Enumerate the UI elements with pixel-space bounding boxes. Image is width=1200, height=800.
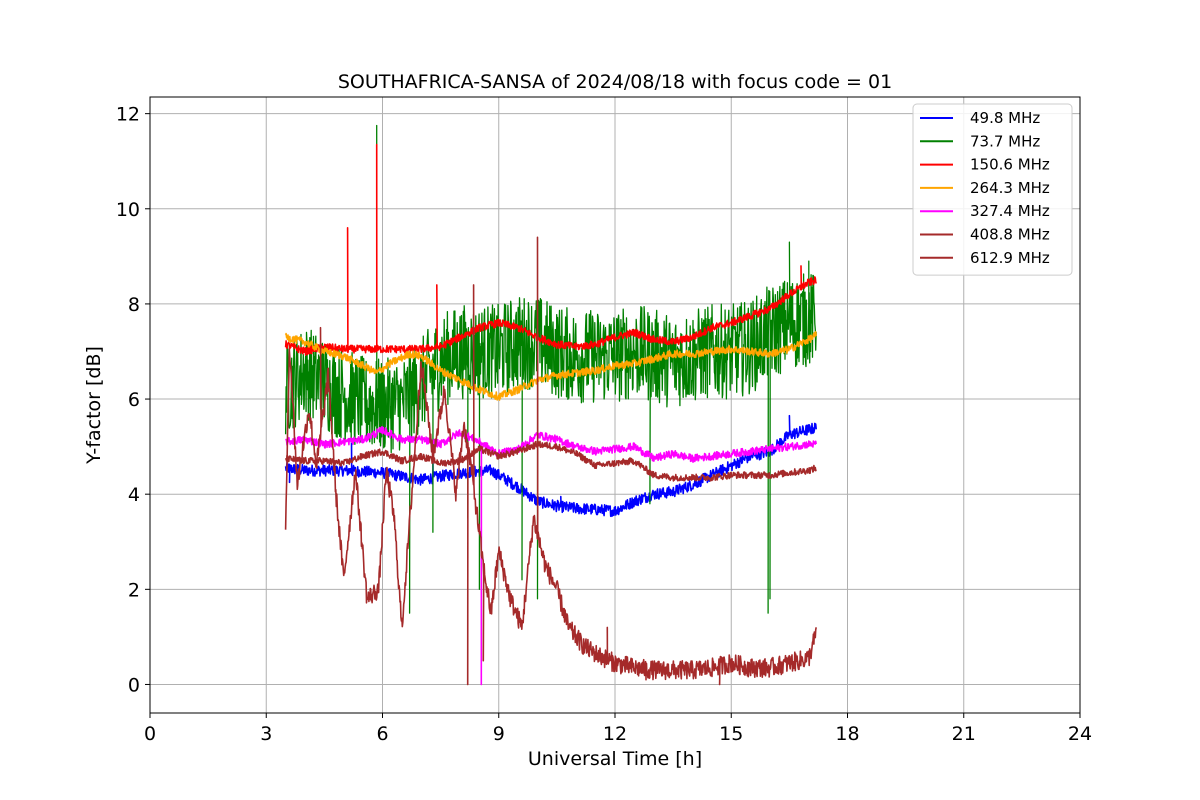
legend-label: 150.6 MHz xyxy=(970,156,1050,174)
legend-label: 264.3 MHz xyxy=(970,179,1050,197)
x-axis: 0 3 6 9 12 15 18 21 24 xyxy=(144,713,1092,745)
x-tick-label: 6 xyxy=(376,723,388,745)
legend-label: 49.8 MHz xyxy=(970,109,1040,127)
y-tick-label: 6 xyxy=(128,389,140,411)
series-line xyxy=(284,236,817,686)
y-tick-label: 2 xyxy=(128,579,140,601)
grid xyxy=(149,97,1081,713)
series-line xyxy=(284,440,817,482)
y-tick-label: 8 xyxy=(128,294,140,316)
legend-box xyxy=(912,103,1073,276)
x-tick-label: 3 xyxy=(260,723,272,745)
legend-label: 612.9 MHz xyxy=(970,249,1050,267)
x-tick-label: 12 xyxy=(603,723,627,745)
y-tick-label: 0 xyxy=(128,674,140,696)
y-tick-label: 10 xyxy=(116,199,140,221)
y-axis-label: Y-factor [dB] xyxy=(83,346,105,465)
x-tick-label: 24 xyxy=(1068,723,1092,745)
x-tick-label: 0 xyxy=(144,723,156,745)
y-tick-label: 4 xyxy=(128,484,140,506)
y-axis: 0 2 4 6 8 10 12 xyxy=(116,104,150,696)
x-tick-label: 9 xyxy=(493,723,505,745)
plot-area xyxy=(284,124,817,686)
legend-label: 327.4 MHz xyxy=(970,202,1050,220)
series-line xyxy=(284,414,817,518)
y-tick-label: 12 xyxy=(116,104,140,126)
series-line xyxy=(284,124,817,614)
chart-title: SOUTHAFRICA-SANSA of 2024/08/18 with foc… xyxy=(338,71,892,93)
x-tick-label: 18 xyxy=(835,723,859,745)
legend: 49.8 MHz 73.7 MHz 150.6 MHz 264.3 MHz 32… xyxy=(912,103,1073,276)
x-axis-label: Universal Time [h] xyxy=(528,748,702,770)
series-line xyxy=(284,143,817,356)
series-line xyxy=(284,331,817,401)
series-line xyxy=(285,426,817,686)
x-tick-label: 21 xyxy=(952,723,976,745)
legend-label: 408.8 MHz xyxy=(970,226,1050,244)
legend-label: 73.7 MHz xyxy=(970,132,1040,150)
x-tick-label: 15 xyxy=(719,723,743,745)
